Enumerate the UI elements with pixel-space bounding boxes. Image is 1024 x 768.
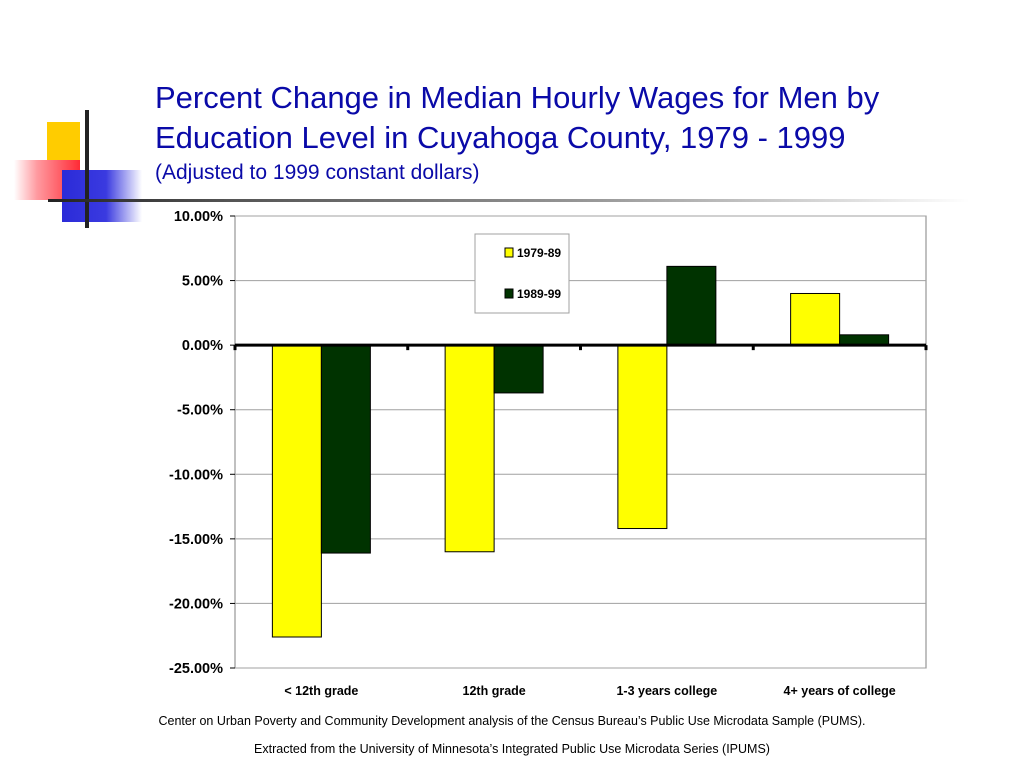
source-note-2: Extracted from the University of Minneso… [254, 742, 770, 756]
x-tick-label: 1-3 years college [616, 684, 717, 698]
decor-yellow-square [47, 122, 80, 167]
legend-swatch [504, 247, 514, 258]
legend-label: 1979-89 [517, 246, 561, 260]
bar-1989-99 [839, 334, 890, 346]
bar-1979-89 [790, 292, 841, 346]
source-note-1: Center on Urban Poverty and Community De… [158, 714, 866, 728]
y-tick-label: 0.00% [182, 338, 223, 354]
x-tick-label: < 12th grade [284, 684, 358, 698]
bar-1989-99 [666, 265, 717, 346]
y-tick-label: -5.00% [177, 403, 223, 419]
legend-swatch [504, 288, 514, 299]
bar-1989-99 [493, 344, 544, 394]
bar-1979-89 [444, 344, 495, 553]
y-tick-label: 10.00% [174, 209, 223, 225]
bar-1979-89 [271, 344, 322, 638]
title-block: Percent Change in Median Hourly Wages fo… [155, 78, 975, 186]
decor-blue-gradient-square [62, 170, 142, 222]
y-tick-label: -10.00% [169, 467, 223, 483]
bar-1989-99 [320, 344, 371, 554]
slide-title: Percent Change in Median Hourly Wages fo… [155, 80, 880, 155]
decor-vertical-line [85, 110, 89, 228]
x-tick-label: 12th grade [463, 684, 526, 698]
y-tick-label: -15.00% [169, 532, 223, 548]
slide-subtitle: (Adjusted to 1999 constant dollars) [155, 161, 480, 184]
y-tick-label: -20.00% [169, 596, 223, 612]
x-tick-label: 4+ years of college [784, 684, 896, 698]
decor-horizontal-rule [48, 199, 970, 202]
legend-box [474, 233, 570, 314]
y-tick-label: -25.00% [169, 661, 223, 677]
legend-label: 1989-99 [517, 287, 561, 301]
bar-1979-89 [617, 344, 668, 530]
y-tick-label: 5.00% [182, 274, 223, 290]
